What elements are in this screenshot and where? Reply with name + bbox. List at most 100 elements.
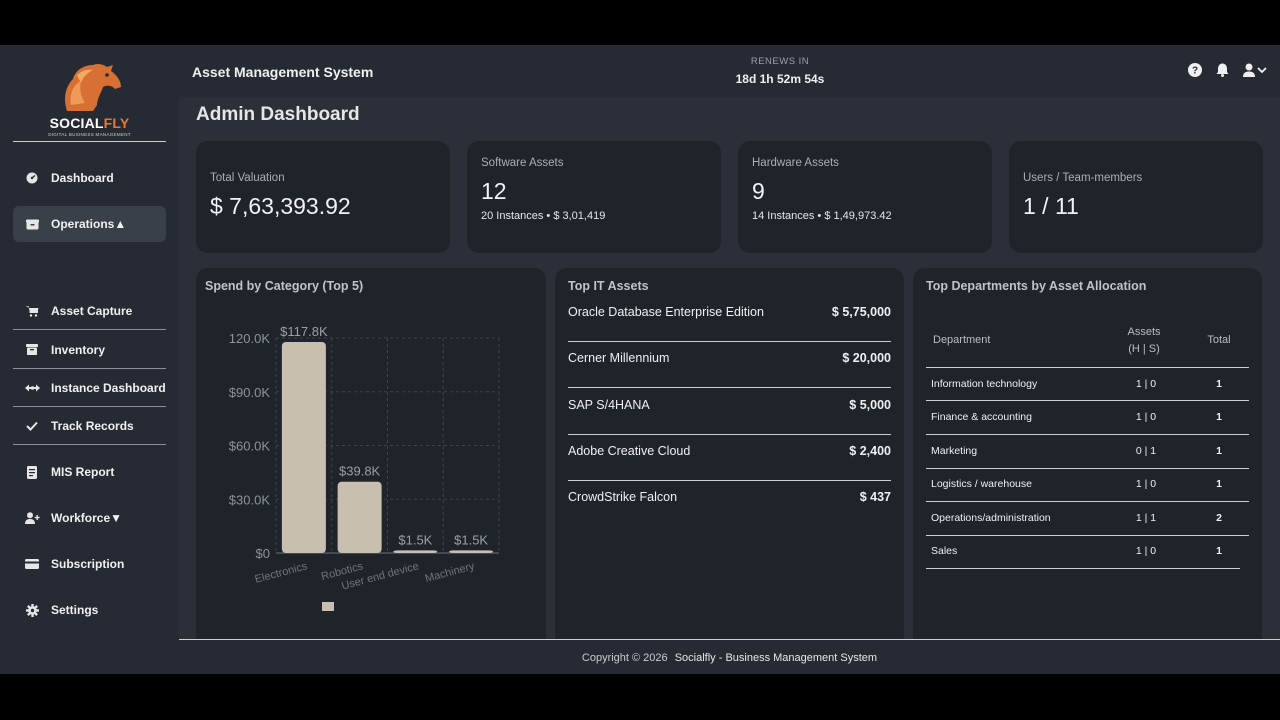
bar-value-label: $1.5K	[398, 532, 432, 547]
total-valuation-card: Total Valuation $ 7,63,393.92	[196, 141, 450, 253]
chart-bar	[337, 481, 382, 553]
table-row[interactable]: Finance & accounting 1 | 0 1	[926, 401, 1249, 435]
panel-title: Top Departments by Asset Allocation	[926, 279, 1147, 293]
sidebar-item-label: Dashboard	[51, 171, 114, 185]
bar-value-label: $1.5K	[454, 532, 488, 547]
footer-text: Copyright © 2026 Socialfly - Business Ma…	[179, 652, 1280, 664]
bell-icon[interactable]	[1216, 63, 1229, 82]
sidebar-item-label: Workforce▼	[51, 511, 123, 525]
dept-name: Operations/administration	[931, 512, 1051, 524]
dept-total: 1	[1216, 445, 1222, 457]
asset-name: Cerner Millennium	[568, 351, 670, 365]
sidebar-item-inventory[interactable]: Inventory	[13, 331, 166, 369]
table-row[interactable]: Logistics / warehouse 1 | 0 1	[926, 468, 1249, 502]
brand-logo[interactable]: SOCIALFLY DIGITAL BUSINESS MANAGEMENT	[13, 57, 166, 142]
renewal-countdown: RENEWS IN 18d 1h 52m 54s	[719, 56, 841, 86]
asset-name: Oracle Database Enterprise Edition	[568, 305, 764, 319]
svg-text:?: ?	[1192, 66, 1198, 77]
top-bar: Asset Management System RENEWS IN 18d 1h…	[179, 45, 1280, 97]
stat-label: Hardware Assets	[752, 157, 839, 169]
brand-name: SOCIALFLY	[49, 115, 130, 131]
top-departments-panel: Top Departments by Asset Allocation Depa…	[913, 268, 1262, 648]
stat-value: 9	[752, 178, 765, 204]
inventory-box-icon	[13, 344, 51, 355]
credit-card-icon	[13, 559, 51, 569]
header-assets: Assets	[1127, 326, 1161, 338]
x-tick-label: Electronics	[254, 560, 310, 586]
stat-value: 1 / 11	[1023, 193, 1079, 219]
top-actions: ?	[1188, 63, 1267, 82]
panel-title: Top IT Assets	[568, 279, 649, 293]
chart-bar	[393, 550, 438, 553]
user-menu-icon[interactable]	[1243, 63, 1267, 82]
dept-assets: 1 | 1	[1135, 512, 1157, 524]
asset-row[interactable]: Cerner Millennium $ 20,000	[568, 342, 891, 388]
sidebar-item-label: Track Records	[51, 418, 134, 433]
users-card: Users / Team-members 1 / 11	[1009, 141, 1263, 253]
spend-bar-chart: $0 $30.0K $60.0K $90.0K 120.0K $117.8K Electro…	[229, 324, 500, 611]
dept-total: 1	[1216, 545, 1222, 557]
asset-name: Adobe Creative Cloud	[568, 444, 691, 458]
sidebar-item-mis-report[interactable]: MIS Report	[13, 454, 166, 490]
help-icon[interactable]: ?	[1188, 63, 1202, 82]
table-row[interactable]: Operations/administration 1 | 1 2	[926, 502, 1249, 536]
stat-subtext: 20 Instances • $ 3,01,419	[481, 210, 606, 222]
dashboard-gauge-icon	[13, 172, 51, 184]
sidebar-item-label: Operations▲	[51, 217, 127, 231]
sidebar-item-dashboard[interactable]: Dashboard	[13, 160, 166, 196]
dept-total: 1	[1216, 378, 1222, 390]
y-tick-label: $90.0K	[229, 385, 271, 400]
sidebar-item-asset-capture[interactable]: Asset Capture	[13, 293, 166, 330]
asset-row[interactable]: Adobe Creative Cloud $ 2,400	[568, 435, 891, 481]
asset-row[interactable]: CrowdStrike Falcon $ 437	[568, 481, 891, 527]
copyright: Copyright © 2026	[581, 652, 668, 664]
sidebar: SOCIALFLY DIGITAL BUSINESS MANAGEMENT Da…	[0, 45, 179, 674]
dept-total: 1	[1216, 478, 1222, 490]
sidebar-item-label: Inventory	[51, 342, 106, 357]
sidebar-item-label: Subscription	[51, 557, 125, 571]
chart-bar	[449, 550, 494, 553]
sidebar-item-track-records[interactable]: Track Records	[13, 407, 166, 445]
software-assets-card: Software Assets 12 20 Instances • $ 3,01…	[467, 141, 721, 253]
gear-icon	[13, 603, 51, 617]
page-title: Admin Dashboard	[196, 104, 360, 125]
y-tick-label: $30.0K	[229, 492, 271, 507]
stat-subtext: 14 Instances • $ 1,49,973.42	[752, 210, 892, 222]
sidebar-item-settings[interactable]: Settings	[13, 592, 166, 628]
sidebar-item-label: MIS Report	[51, 465, 115, 479]
asset-name: SAP S/4HANA	[568, 398, 650, 412]
asset-value: $ 5,000	[849, 398, 891, 412]
cart-icon	[13, 305, 51, 317]
asset-value: $ 20,000	[842, 351, 891, 365]
sidebar-item-instance-dashboard[interactable]: Instance Dashboard	[13, 369, 166, 407]
asset-row[interactable]: Oracle Database Enterprise Edition $ 5,7…	[568, 296, 891, 342]
footer-company: Socialfly - Business Management System	[674, 652, 878, 664]
dept-assets: 1 | 0	[1135, 378, 1157, 390]
spend-by-category-panel: Spend by Category (Top 5) $0 $30.0K $60.0K…	[196, 268, 546, 648]
bar-value-label: $117.8K	[280, 324, 328, 339]
brand-tagline: DIGITAL BUSINESS MANAGEMENT	[48, 132, 131, 137]
sidebar-item-subscription[interactable]: Subscription	[13, 546, 166, 582]
report-icon	[13, 465, 51, 479]
dept-assets: 1 | 0	[1135, 478, 1157, 490]
stat-label: Total Valuation	[210, 172, 285, 184]
sidebar-item-workforce[interactable]: Workforce▼	[13, 500, 166, 536]
horse-logo-icon	[65, 63, 121, 111]
dept-name: Marketing	[931, 445, 978, 457]
sidebar-item-label: Instance Dashboard	[51, 380, 166, 395]
sidebar-item-label: Asset Capture	[51, 304, 133, 318]
table-row[interactable]: Information technology 1 | 0 1	[926, 367, 1249, 401]
asset-row[interactable]: SAP S/4HANA $ 5,000	[568, 389, 891, 435]
dept-total: 1	[1216, 411, 1222, 423]
app-frame: SOCIALFLY DIGITAL BUSINESS MANAGEMENT Da…	[0, 45, 1280, 674]
dept-name: Finance & accounting	[931, 411, 1032, 423]
y-tick-label: 120.0K	[229, 331, 271, 346]
hardware-assets-card: Hardware Assets 9 14 Instances • $ 1,49,…	[738, 141, 992, 253]
user-plus-icon	[13, 512, 51, 524]
asset-name: CrowdStrike Falcon	[568, 490, 678, 504]
footer: Copyright © 2026 Socialfly - Business Ma…	[179, 639, 1280, 674]
sidebar-item-operations[interactable]: Operations▲	[13, 206, 166, 242]
asset-value: $ 2,400	[849, 444, 891, 458]
table-row[interactable]: Sales 1 | 0 1	[926, 535, 1240, 569]
table-row[interactable]: Marketing 0 | 1 1	[926, 435, 1249, 469]
